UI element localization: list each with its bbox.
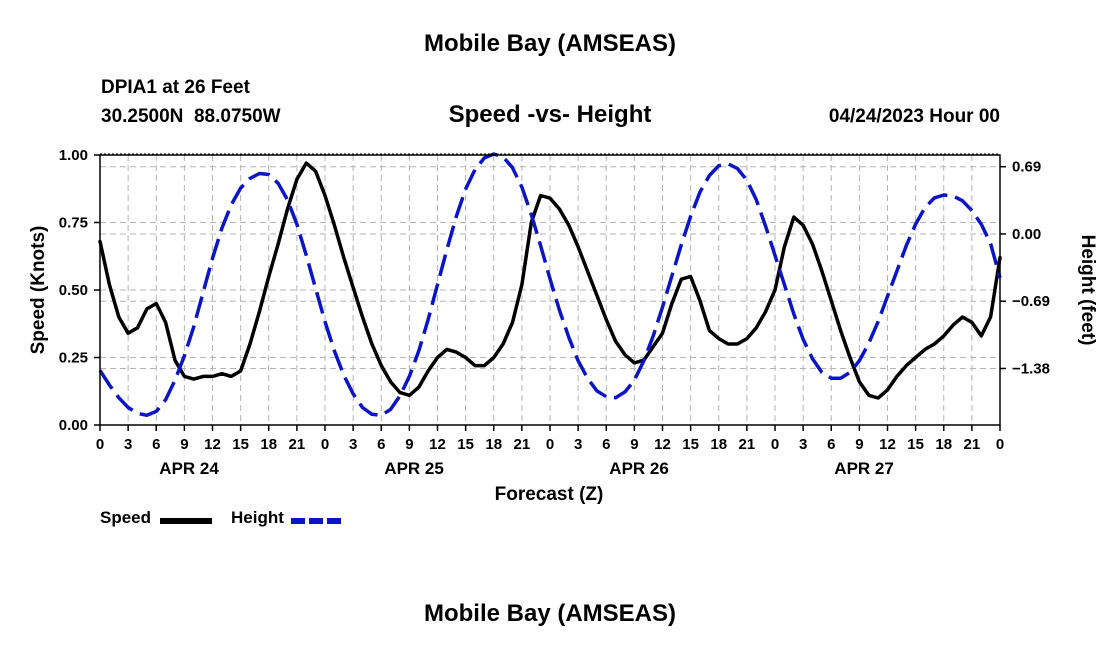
x-tick-label: 0 bbox=[546, 436, 554, 453]
y-tick-label-left: 1.00 bbox=[59, 147, 88, 164]
x-day-label: APR 26 bbox=[609, 459, 669, 478]
station-label: DPIA1 at 26 Feet bbox=[101, 77, 250, 98]
chart-title-bottom: Mobile Bay (AMSEAS) bbox=[423, 600, 677, 627]
x-axis-title: Forecast (Z) bbox=[495, 484, 604, 505]
legend-height-label: Height bbox=[231, 508, 284, 527]
x-tick-label: 0 bbox=[771, 436, 779, 453]
x-tick-label: 12 bbox=[204, 436, 221, 453]
x-day-label: APR 24 bbox=[159, 459, 219, 478]
x-tick-label: 18 bbox=[710, 436, 727, 453]
x-tick-label: 18 bbox=[260, 436, 277, 453]
y-tick-label-right: −1.38 bbox=[1012, 360, 1050, 377]
x-day-label: APR 27 bbox=[834, 459, 894, 478]
x-tick-label: 6 bbox=[602, 436, 610, 453]
x-tick-label: 3 bbox=[799, 436, 807, 453]
x-tick-label: 21 bbox=[289, 436, 306, 453]
legend-speed-swatch bbox=[160, 518, 212, 524]
y-tick-label-right: −0.69 bbox=[1012, 293, 1050, 310]
x-tick-label: 12 bbox=[879, 436, 896, 453]
series-speed-line bbox=[98, 161, 1002, 400]
x-tick-label: 21 bbox=[514, 436, 531, 453]
x-tick-label: 21 bbox=[739, 436, 756, 453]
series-layer bbox=[98, 152, 1002, 418]
x-tick-label: 9 bbox=[180, 436, 188, 453]
x-tick-label: 3 bbox=[574, 436, 582, 453]
x-tick-label: 0 bbox=[996, 436, 1004, 453]
legend-speed-label: Speed bbox=[100, 508, 152, 527]
y-tick-label-left: 0.00 bbox=[59, 417, 88, 434]
x-tick-label: 15 bbox=[682, 436, 699, 453]
y-tick-label-left: 0.75 bbox=[59, 215, 88, 232]
x-tick-label: 18 bbox=[485, 436, 502, 453]
y-axis-title-right: Height (feet) bbox=[1077, 235, 1098, 346]
legend-height-swatch bbox=[291, 518, 343, 524]
x-day-label: APR 25 bbox=[384, 459, 444, 478]
x-tick-label: 15 bbox=[457, 436, 474, 453]
x-tick-label: 12 bbox=[429, 436, 446, 453]
x-tick-label: 6 bbox=[152, 436, 160, 453]
x-tick-label: 6 bbox=[377, 436, 385, 453]
y-tick-label-right: 0.69 bbox=[1012, 159, 1041, 176]
date-label: 04/24/2023 Hour 00 bbox=[828, 106, 1000, 127]
x-tick-label: 9 bbox=[405, 436, 413, 453]
x-tick-label: 18 bbox=[935, 436, 952, 453]
chart-subtitle: Speed -vs- Height bbox=[448, 101, 652, 128]
y-axis-title-left: Speed (Knots) bbox=[28, 226, 49, 355]
x-tick-label: 9 bbox=[855, 436, 863, 453]
x-tick-label: 12 bbox=[654, 436, 671, 453]
axes: 0 3 6 9 12 15 18 21 0 3 6 9 12 15 18 21 0 3 6 9 12 15 18 21 0 3 6 9… bbox=[59, 147, 1050, 478]
x-tick-label: 0 bbox=[321, 436, 329, 453]
x-tick-label: 6 bbox=[827, 436, 835, 453]
y-tick-label-left: 0.25 bbox=[59, 350, 88, 367]
grid bbox=[100, 155, 1000, 425]
x-tick-label: 15 bbox=[232, 436, 249, 453]
x-tick-label: 3 bbox=[124, 436, 132, 453]
x-tick-label: 15 bbox=[907, 436, 924, 453]
x-tick-label: 9 bbox=[630, 436, 638, 453]
x-tick-label: 21 bbox=[964, 436, 981, 453]
y-tick-label-left: 0.50 bbox=[59, 282, 88, 299]
y-tick-label-right: 0.00 bbox=[1012, 226, 1041, 243]
x-tick-label: 3 bbox=[349, 436, 357, 453]
coordinates-label: 30.2500N 88.0750W bbox=[101, 106, 281, 127]
chart-title-top: Mobile Bay (AMSEAS) bbox=[423, 30, 677, 57]
x-tick-label: 0 bbox=[96, 436, 104, 453]
series-height-line bbox=[98, 152, 1002, 418]
